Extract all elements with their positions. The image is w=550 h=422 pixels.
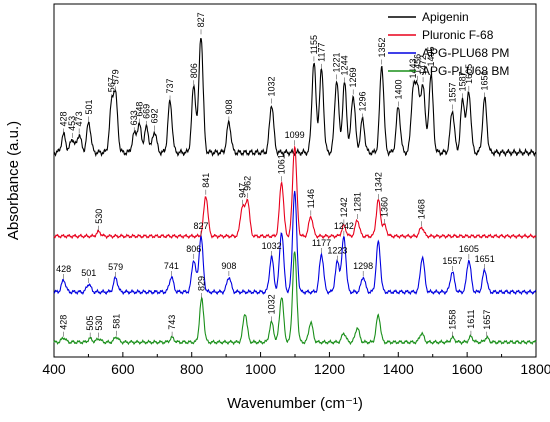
peak-label: 1221 [332, 52, 342, 72]
peak-label: 1342 [373, 172, 383, 192]
peak-label: 1651 [475, 254, 495, 264]
peak-label: 505 [85, 316, 95, 331]
peak-label: 428 [59, 315, 69, 330]
peak-label: 806 [186, 244, 201, 254]
peak-label: 1244 [340, 55, 350, 75]
peak-label: 1177 [312, 238, 331, 248]
peak-label: 1587 [458, 71, 468, 91]
series-layer [53, 37, 537, 346]
peak-label: 1146 [306, 189, 316, 208]
peak-label-layer: 4284534735015675796336486696927378068279… [56, 12, 495, 338]
legend-label: APG-PLU68 BM [422, 64, 509, 78]
peak-label: 827 [193, 221, 208, 231]
x-tick-label: 800 [180, 361, 204, 377]
legend: Apigenin Pluronic F-68 APG-PLU68 PM APG-PLU… [388, 10, 509, 78]
peak-label: 1472 [418, 55, 428, 75]
peak-label: 841 [201, 173, 211, 188]
series-line-3 [53, 190, 537, 296]
plot-area: 4284534735015675796336486696927378068279… [42, 3, 550, 377]
peak-label: 648 [134, 102, 144, 117]
peak-label: 1557 [447, 82, 457, 102]
peak-label: 1269 [348, 67, 358, 87]
x-tick-label: 1400 [383, 361, 414, 377]
legend-label: APG-PLU68 PM [422, 46, 509, 60]
peak-label: 947 [237, 183, 247, 198]
peak-label: 1296 [357, 91, 367, 111]
peak-label: 579 [111, 69, 121, 84]
peak-label: 962 [242, 176, 252, 191]
series-line-2 [53, 144, 537, 240]
peak-label: 692 [150, 108, 160, 123]
peak-label: 567 [106, 77, 116, 92]
peak-label: 1558 [448, 310, 458, 330]
x-tick-label: 1000 [245, 361, 276, 377]
peak-label: 473 [74, 111, 84, 126]
peak-label: 1281 [352, 192, 362, 212]
peak-label: 1352 [377, 37, 387, 57]
legend-label: Pluronic F-68 [422, 28, 494, 42]
peak-label: 1456 [413, 54, 423, 74]
series-line-4 [53, 251, 537, 346]
peak-label: 806 [189, 63, 199, 78]
y-axis-label: Absorbance (a.u.) [5, 121, 22, 240]
x-tick-label: 1800 [520, 361, 550, 377]
peak-label: 827 [196, 12, 206, 27]
peak-label: 908 [221, 261, 236, 271]
peak-label: 1155 [309, 35, 319, 54]
x-tick-label: 400 [42, 361, 66, 377]
peak-label: 579 [108, 262, 123, 272]
peak-label: 1242 [339, 197, 349, 217]
peak-label: 1468 [417, 199, 427, 219]
peak-label: 1360 [380, 197, 390, 217]
peak-label: 1177 [317, 43, 327, 62]
peak-label: 1443 [408, 58, 418, 78]
peak-label: 1298 [353, 261, 373, 271]
peak-label: 1032 [267, 76, 277, 96]
peak-label: 1657 [482, 310, 492, 330]
peak-label: 908 [224, 99, 234, 114]
peak-label: 829 [197, 276, 207, 291]
peak-label: 501 [84, 99, 94, 114]
peak-label: 1061 [277, 154, 287, 174]
peak-label: 428 [56, 264, 71, 274]
peak-label: 501 [81, 268, 96, 278]
peak-label: 1032 [262, 241, 282, 251]
peak-label: 743 [167, 315, 177, 330]
peak-label: 1400 [393, 79, 403, 99]
x-tick-label: 1600 [452, 361, 483, 377]
peak-label: 1223 [327, 246, 347, 256]
peak-label: 741 [164, 261, 179, 271]
peak-label: 453 [67, 116, 77, 131]
peak-label: 633 [129, 110, 139, 125]
x-axis-label: Wavenumber (cm⁻¹) [227, 395, 363, 412]
peak-label: 1557 [442, 256, 462, 266]
legend-label: Apigenin [422, 10, 469, 24]
peak-label: 1605 [464, 64, 474, 84]
x-tick-label: 1200 [314, 361, 345, 377]
peak-label: 1611 [466, 309, 476, 328]
peak-label: 1605 [459, 244, 479, 254]
peak-label: 1651 [480, 70, 490, 90]
peak-label: 1099 [285, 130, 305, 140]
x-tick-label: 600 [111, 361, 135, 377]
peak-label: 737 [165, 78, 175, 93]
peak-label: 581 [111, 314, 121, 329]
peak-label: 530 [94, 209, 104, 224]
peak-label: 428 [59, 111, 69, 126]
peak-label: 1495 [426, 46, 436, 66]
peak-label: 669 [142, 104, 152, 119]
peak-label: 530 [94, 316, 104, 331]
peak-label: 1032 [267, 294, 277, 314]
x-tick-layer: 400 600 800 1000 1200 1400 1600 1800 [42, 352, 550, 377]
peak-label: 1242 [334, 221, 354, 231]
